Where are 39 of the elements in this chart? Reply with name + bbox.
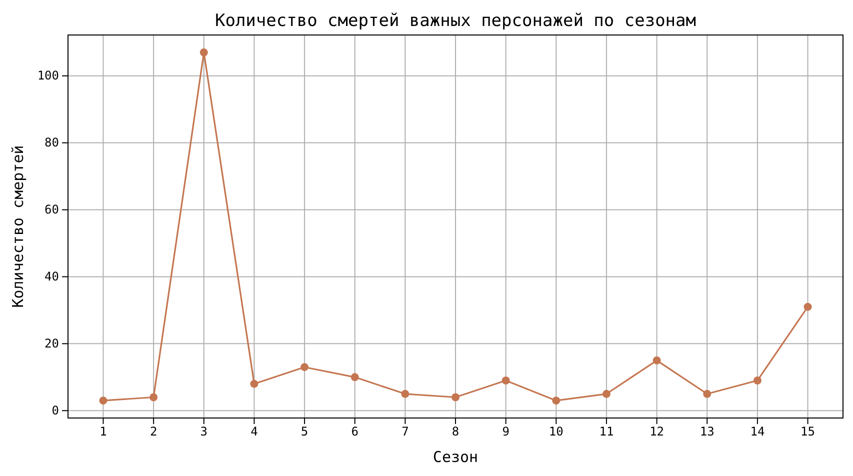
x-tick-label: 15	[800, 424, 815, 439]
point	[652, 356, 661, 364]
y-tick-label: 100	[37, 68, 59, 83]
y-tick-label: 80	[44, 136, 59, 150]
x-axis-title: Сезон	[432, 448, 478, 466]
chart-title: Количество смертей важных персонажей по сезонам	[214, 11, 696, 31]
point	[250, 380, 258, 388]
x-tick-label: 3	[200, 424, 208, 439]
y-tick-label: 40	[44, 270, 59, 284]
y-tick-label: 20	[44, 336, 59, 351]
point	[452, 393, 460, 402]
point	[300, 363, 309, 372]
point	[150, 393, 158, 402]
y-axis-title: Количество смертей	[9, 145, 27, 308]
x-tick-label: 4	[250, 424, 258, 439]
x-tick-label: 11	[599, 424, 614, 439]
x-tick-label: 12	[650, 424, 664, 439]
point	[99, 396, 108, 405]
x-tick-label: 8	[452, 424, 460, 439]
point	[753, 376, 762, 384]
x-tick-label: 14	[750, 424, 765, 439]
x-tick-label: 7	[402, 424, 409, 439]
x-tick-label: 5	[300, 424, 308, 439]
point	[350, 373, 359, 382]
point	[401, 390, 410, 398]
x-tick-label: 1	[100, 424, 107, 439]
x-tick-label: 13	[700, 424, 714, 439]
x-tick-label: 2	[150, 424, 158, 439]
x-tick-label: 6	[351, 424, 358, 439]
y-tick-label: 60	[44, 202, 59, 217]
x-tick-label: 10	[548, 424, 564, 439]
point	[552, 396, 560, 405]
point	[502, 376, 510, 384]
x-tick-label: 9	[502, 424, 510, 439]
point	[602, 390, 610, 398]
point	[200, 48, 208, 56]
y-tick-label: 0	[52, 403, 59, 418]
point	[804, 302, 812, 311]
point	[703, 390, 712, 398]
